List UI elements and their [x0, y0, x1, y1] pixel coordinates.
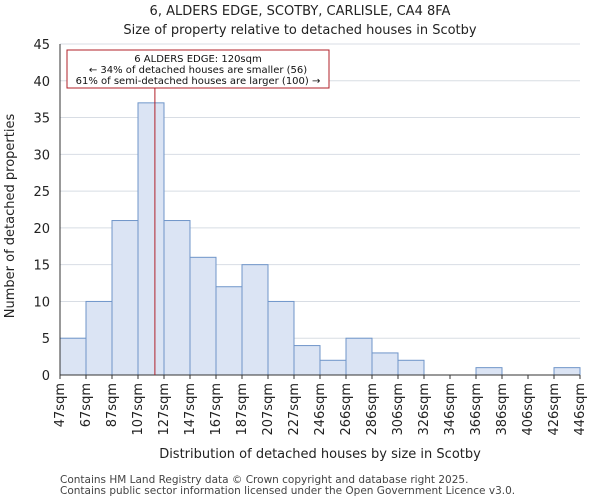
y-tick-label-9: 45	[33, 38, 50, 53]
y-tick-label-8: 40	[33, 75, 50, 90]
annotation-line2: ← 34% of detached houses are smaller (56…	[89, 65, 307, 76]
x-tick-label-227sqm: 227sqm	[287, 383, 302, 436]
bar-207sqm	[267, 300, 295, 376]
bar-87sqm	[111, 220, 139, 376]
x-tick-label-47sqm: 47sqm	[53, 383, 68, 427]
bar-306sqm	[397, 359, 425, 376]
x-tick-label-306sqm: 306sqm	[391, 383, 406, 436]
annotation-box	[66, 49, 330, 89]
x-tick-label-127sqm: 127sqm	[157, 383, 172, 436]
y-tick-label-2: 10	[33, 295, 50, 310]
x-tick-label-346sqm: 346sqm	[443, 383, 458, 436]
y-tick-label-4: 20	[33, 222, 50, 237]
y-tick-label-5: 25	[33, 185, 50, 200]
footer-line2: Contains public sector information licen…	[60, 485, 515, 497]
x-tick-label-167sqm: 167sqm	[209, 383, 224, 436]
x-tick-label-366sqm: 366sqm	[469, 383, 484, 436]
x-tick-label-446sqm: 446sqm	[573, 383, 588, 436]
x-tick-label-286sqm: 286sqm	[365, 383, 380, 436]
y-tick-label-7: 35	[33, 112, 50, 127]
bar-127sqm	[163, 220, 191, 376]
y-tick-label-1: 5	[42, 332, 50, 347]
y-axis-label: Number of detached properties	[3, 114, 18, 319]
y-tick-label-0: 0	[42, 369, 50, 384]
x-tick-label-187sqm: 187sqm	[235, 383, 250, 436]
bar-167sqm	[215, 286, 243, 376]
bar-426sqm	[553, 367, 581, 376]
bar-366sqm	[475, 367, 503, 376]
x-tick-label-147sqm: 147sqm	[183, 383, 198, 436]
x-tick-label-67sqm: 67sqm	[79, 383, 94, 427]
y-tick-label-3: 15	[33, 259, 50, 274]
x-axis-label: Distribution of detached houses by size …	[159, 447, 481, 462]
axes	[59, 44, 581, 379]
chart-title-line2: Size of property relative to detached ho…	[123, 23, 476, 38]
y-tick-label-6: 30	[33, 148, 50, 163]
bar-147sqm	[189, 256, 217, 376]
x-tick-label-246sqm: 246sqm	[313, 383, 328, 436]
x-tick-label-386sqm: 386sqm	[495, 383, 510, 436]
x-tick-label-406sqm: 406sqm	[521, 383, 536, 436]
x-tick-label-107sqm: 107sqm	[131, 383, 146, 436]
y-tick-labels: 0 5 10 15 20 25 30 35 40 45	[33, 38, 50, 384]
bar-107sqm	[137, 102, 165, 376]
bar-47sqm	[59, 337, 87, 376]
bar-266sqm	[345, 337, 373, 376]
x-tick-labels: 47sqm 67sqm 87sqm 107sqm 127sqm 147sqm 167sqm 1…	[53, 383, 588, 436]
bars	[59, 102, 581, 376]
footer-line1: Contains HM Land Registry data © Crown c…	[60, 474, 468, 486]
bar-246sqm	[319, 359, 347, 376]
x-tick-label-326sqm: 326sqm	[417, 383, 432, 436]
bar-227sqm	[293, 345, 321, 376]
x-tick-label-266sqm: 266sqm	[339, 383, 354, 436]
x-tick-label-426sqm: 426sqm	[547, 383, 562, 436]
x-tick-label-87sqm: 87sqm	[105, 383, 120, 427]
bar-187sqm	[241, 264, 269, 376]
x-tick-label-207sqm: 207sqm	[261, 383, 276, 436]
annotation-line3: 61% of semi-detached houses are larger (…	[76, 76, 321, 87]
bar-286sqm	[371, 352, 399, 376]
chart-title-line1: 6, ALDERS EDGE, SCOTBY, CARLISLE, CA4 8F…	[150, 4, 451, 19]
annotation-line1: 6 ALDERS EDGE: 120sqm	[134, 54, 261, 65]
bar-67sqm	[85, 300, 113, 376]
